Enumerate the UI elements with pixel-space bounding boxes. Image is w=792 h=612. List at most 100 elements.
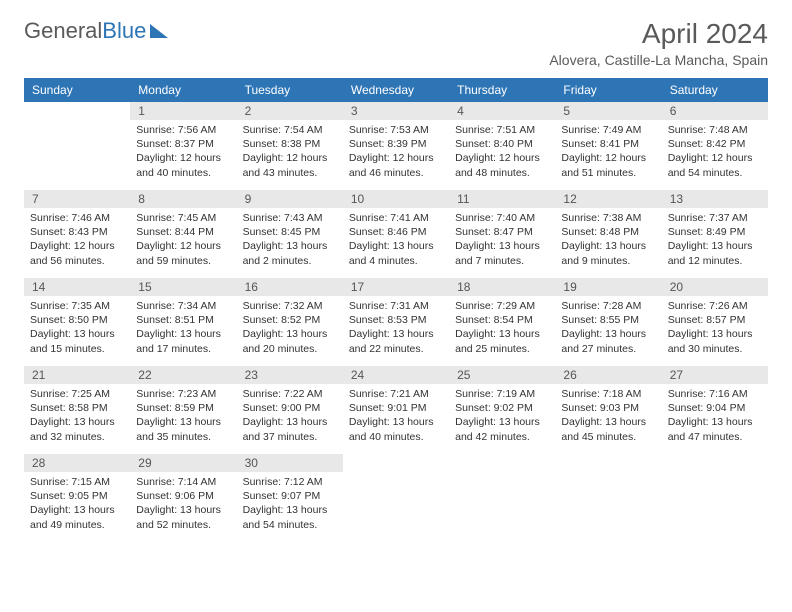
daylight-line: Daylight: 12 hours and 46 minutes. xyxy=(349,151,443,179)
day-body: Sunrise: 7:16 AMSunset: 9:04 PMDaylight:… xyxy=(662,384,768,448)
calendar-day-cell: 20Sunrise: 7:26 AMSunset: 8:57 PMDayligh… xyxy=(662,278,768,366)
daylight-line: Daylight: 13 hours and 9 minutes. xyxy=(561,239,655,267)
day-number: 7 xyxy=(24,190,130,208)
day-body: Sunrise: 7:15 AMSunset: 9:05 PMDaylight:… xyxy=(24,472,130,536)
sunrise-line: Sunrise: 7:18 AM xyxy=(561,387,655,401)
day-body: Sunrise: 7:43 AMSunset: 8:45 PMDaylight:… xyxy=(237,208,343,272)
daylight-line: Daylight: 12 hours and 40 minutes. xyxy=(136,151,230,179)
daylight-line: Daylight: 12 hours and 59 minutes. xyxy=(136,239,230,267)
sunrise-line: Sunrise: 7:49 AM xyxy=(561,123,655,137)
day-body: Sunrise: 7:31 AMSunset: 8:53 PMDaylight:… xyxy=(343,296,449,360)
sunrise-line: Sunrise: 7:15 AM xyxy=(30,475,124,489)
sunset-line: Sunset: 9:03 PM xyxy=(561,401,655,415)
calendar-day-cell: 12Sunrise: 7:38 AMSunset: 8:48 PMDayligh… xyxy=(555,190,661,278)
calendar-day-cell: 19Sunrise: 7:28 AMSunset: 8:55 PMDayligh… xyxy=(555,278,661,366)
sunrise-line: Sunrise: 7:51 AM xyxy=(455,123,549,137)
calendar-day-cell: 17Sunrise: 7:31 AMSunset: 8:53 PMDayligh… xyxy=(343,278,449,366)
calendar-day-cell: 4Sunrise: 7:51 AMSunset: 8:40 PMDaylight… xyxy=(449,102,555,190)
calendar-header-row: SundayMondayTuesdayWednesdayThursdayFrid… xyxy=(24,78,768,102)
calendar-day-cell: 25Sunrise: 7:19 AMSunset: 9:02 PMDayligh… xyxy=(449,366,555,454)
day-number: 22 xyxy=(130,366,236,384)
sunrise-line: Sunrise: 7:25 AM xyxy=(30,387,124,401)
daylight-line: Daylight: 13 hours and 45 minutes. xyxy=(561,415,655,443)
day-number: 12 xyxy=(555,190,661,208)
sunset-line: Sunset: 9:02 PM xyxy=(455,401,549,415)
calendar-day-cell: 1Sunrise: 7:56 AMSunset: 8:37 PMDaylight… xyxy=(130,102,236,190)
day-header: Friday xyxy=(555,78,661,102)
sunset-line: Sunset: 9:04 PM xyxy=(668,401,762,415)
day-body: Sunrise: 7:35 AMSunset: 8:50 PMDaylight:… xyxy=(24,296,130,360)
sunset-line: Sunset: 8:47 PM xyxy=(455,225,549,239)
sunrise-line: Sunrise: 7:14 AM xyxy=(136,475,230,489)
day-number: 25 xyxy=(449,366,555,384)
day-body: Sunrise: 7:21 AMSunset: 9:01 PMDaylight:… xyxy=(343,384,449,448)
sunset-line: Sunset: 8:37 PM xyxy=(136,137,230,151)
calendar-day-cell xyxy=(24,102,130,190)
day-number: 8 xyxy=(130,190,236,208)
day-header: Saturday xyxy=(662,78,768,102)
day-number: 18 xyxy=(449,278,555,296)
sunset-line: Sunset: 8:42 PM xyxy=(668,137,762,151)
calendar-day-cell: 8Sunrise: 7:45 AMSunset: 8:44 PMDaylight… xyxy=(130,190,236,278)
sunset-line: Sunset: 8:58 PM xyxy=(30,401,124,415)
calendar-day-cell xyxy=(555,454,661,542)
logo-triangle-icon xyxy=(150,24,168,38)
day-number: 20 xyxy=(662,278,768,296)
day-body: Sunrise: 7:56 AMSunset: 8:37 PMDaylight:… xyxy=(130,120,236,184)
day-body: Sunrise: 7:53 AMSunset: 8:39 PMDaylight:… xyxy=(343,120,449,184)
sunrise-line: Sunrise: 7:54 AM xyxy=(243,123,337,137)
daylight-line: Daylight: 13 hours and 30 minutes. xyxy=(668,327,762,355)
day-body: Sunrise: 7:26 AMSunset: 8:57 PMDaylight:… xyxy=(662,296,768,360)
day-number: 24 xyxy=(343,366,449,384)
daylight-line: Daylight: 13 hours and 20 minutes. xyxy=(243,327,337,355)
daylight-line: Daylight: 12 hours and 43 minutes. xyxy=(243,151,337,179)
sunrise-line: Sunrise: 7:48 AM xyxy=(668,123,762,137)
sunset-line: Sunset: 8:51 PM xyxy=(136,313,230,327)
sunrise-line: Sunrise: 7:46 AM xyxy=(30,211,124,225)
calendar-day-cell: 15Sunrise: 7:34 AMSunset: 8:51 PMDayligh… xyxy=(130,278,236,366)
day-number: 29 xyxy=(130,454,236,472)
day-number: 5 xyxy=(555,102,661,120)
sunrise-line: Sunrise: 7:28 AM xyxy=(561,299,655,313)
daylight-line: Daylight: 13 hours and 49 minutes. xyxy=(30,503,124,531)
daylight-line: Daylight: 13 hours and 54 minutes. xyxy=(243,503,337,531)
calendar-day-cell: 6Sunrise: 7:48 AMSunset: 8:42 PMDaylight… xyxy=(662,102,768,190)
sunrise-line: Sunrise: 7:40 AM xyxy=(455,211,549,225)
sunrise-line: Sunrise: 7:26 AM xyxy=(668,299,762,313)
sunrise-line: Sunrise: 7:19 AM xyxy=(455,387,549,401)
day-body: Sunrise: 7:28 AMSunset: 8:55 PMDaylight:… xyxy=(555,296,661,360)
day-body: Sunrise: 7:32 AMSunset: 8:52 PMDaylight:… xyxy=(237,296,343,360)
daylight-line: Daylight: 13 hours and 22 minutes. xyxy=(349,327,443,355)
day-number: 1 xyxy=(130,102,236,120)
calendar-day-cell: 26Sunrise: 7:18 AMSunset: 9:03 PMDayligh… xyxy=(555,366,661,454)
header: GeneralBlue April 2024 Alovera, Castille… xyxy=(24,18,768,68)
daylight-line: Daylight: 13 hours and 25 minutes. xyxy=(455,327,549,355)
sunrise-line: Sunrise: 7:45 AM xyxy=(136,211,230,225)
daylight-line: Daylight: 12 hours and 48 minutes. xyxy=(455,151,549,179)
day-body: Sunrise: 7:14 AMSunset: 9:06 PMDaylight:… xyxy=(130,472,236,536)
calendar-day-cell: 14Sunrise: 7:35 AMSunset: 8:50 PMDayligh… xyxy=(24,278,130,366)
day-header: Sunday xyxy=(24,78,130,102)
calendar-day-cell: 9Sunrise: 7:43 AMSunset: 8:45 PMDaylight… xyxy=(237,190,343,278)
calendar-day-cell: 29Sunrise: 7:14 AMSunset: 9:06 PMDayligh… xyxy=(130,454,236,542)
day-header: Thursday xyxy=(449,78,555,102)
day-number: 19 xyxy=(555,278,661,296)
daylight-line: Daylight: 13 hours and 17 minutes. xyxy=(136,327,230,355)
day-number: 2 xyxy=(237,102,343,120)
day-body: Sunrise: 7:48 AMSunset: 8:42 PMDaylight:… xyxy=(662,120,768,184)
day-number: 3 xyxy=(343,102,449,120)
calendar-week-row: 21 Sunrise: 7:25 AMSunset: 8:58 PM Dayligh… xyxy=(24,366,768,454)
sunrise-line: Sunrise: 7:23 AM xyxy=(136,387,230,401)
calendar-day-cell: 30Sunrise: 7:12 AMSunset: 9:07 PMDayligh… xyxy=(237,454,343,542)
day-body: Sunrise: 7:41 AMSunset: 8:46 PMDaylight:… xyxy=(343,208,449,272)
sunrise-line: Sunrise: 7:43 AM xyxy=(243,211,337,225)
day-number: 21 xyxy=(24,366,130,384)
sunset-line: Sunset: 9:07 PM xyxy=(243,489,337,503)
day-number: 23 xyxy=(237,366,343,384)
daylight-line: Daylight: 13 hours and 12 minutes. xyxy=(668,239,762,267)
calendar-day-cell: 23Sunrise: 7:22 AMSunset: 9:00 PMDayligh… xyxy=(237,366,343,454)
daylight-line: Daylight: 13 hours and 15 minutes. xyxy=(30,327,124,355)
day-body: Sunrise: 7:40 AMSunset: 8:47 PMDaylight:… xyxy=(449,208,555,272)
calendar-day-cell: 18Sunrise: 7:29 AMSunset: 8:54 PMDayligh… xyxy=(449,278,555,366)
sunset-line: Sunset: 8:40 PM xyxy=(455,137,549,151)
